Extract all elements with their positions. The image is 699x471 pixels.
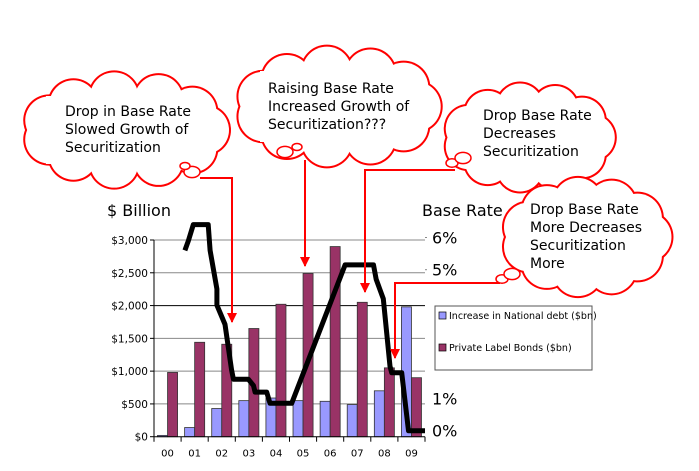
thought-cloud: Raising Base Rate Increased Growth of Secu… bbox=[236, 44, 443, 169]
y2-tick-label: 5% bbox=[432, 261, 457, 280]
bar-private-label bbox=[356, 301, 368, 438]
x-tick-label: 05 bbox=[297, 449, 310, 460]
axes: $0 $500 $1,000 $1,500 $2,000 $2,500 $3,000 6% 5%… bbox=[111, 229, 457, 460]
arrowhead-icon bbox=[227, 313, 237, 323]
annotation-text: Increased Growth of bbox=[268, 99, 410, 115]
annotation-text: Securitization bbox=[483, 144, 579, 160]
bar-national-debt bbox=[184, 427, 196, 438]
legend-swatch-national-debt bbox=[438, 311, 447, 320]
cloud-tail-bubble bbox=[503, 267, 521, 281]
annotation-text: More bbox=[530, 256, 565, 272]
x-tick-label: 01 bbox=[188, 449, 201, 460]
legend-label-private-label: Private Label Bonds ($bn) bbox=[449, 343, 572, 354]
bars bbox=[157, 246, 422, 438]
cloud-tail-bubble bbox=[276, 145, 294, 159]
annotation-text: More Decreases bbox=[530, 220, 642, 236]
annotation-text: Decreases bbox=[483, 126, 556, 142]
legend-label-national-debt: Increase in National debt ($bn) bbox=[449, 311, 597, 322]
base-rate-line bbox=[182, 222, 425, 434]
bar-private-label bbox=[194, 341, 206, 438]
x-tick-label: 06 bbox=[324, 449, 337, 460]
legend: Increase in National debt ($bn) Private … bbox=[434, 305, 597, 371]
annotation-text: Securitization bbox=[530, 238, 626, 254]
y2-axis-title: Base Rate bbox=[422, 201, 503, 220]
y2-tick-label: 6% bbox=[432, 229, 457, 248]
cloud-fill bbox=[46, 96, 205, 164]
bar-national-debt bbox=[211, 408, 223, 438]
bar-national-debt bbox=[319, 400, 331, 438]
y-tick-label: $1,500 bbox=[111, 333, 148, 345]
bar-national-debt bbox=[238, 400, 250, 438]
y-tick-label: $0 bbox=[135, 432, 148, 444]
annotation-text: Raising Base Rate bbox=[268, 81, 394, 97]
x-tick-label: 04 bbox=[270, 449, 283, 460]
cloud-fill bbox=[526, 202, 647, 272]
thought-cloud: Drop in Base Rate Slowed Growth of Securit… bbox=[23, 70, 231, 190]
annotation-text: Securitization bbox=[65, 140, 161, 156]
cloud-tail-bubble bbox=[291, 142, 303, 152]
annotation-arrow bbox=[364, 169, 455, 292]
arrowhead-icon bbox=[300, 257, 310, 267]
y-axis-title: $ Billion bbox=[107, 201, 171, 220]
y-tick-label: $2,000 bbox=[111, 301, 148, 313]
bar-private-label bbox=[383, 367, 395, 438]
thought-cloud: Drop Base Rate More Decreases Securitizati… bbox=[495, 175, 674, 299]
y-tick-label: $500 bbox=[121, 399, 148, 411]
annotation-text: Drop Base Rate bbox=[530, 202, 639, 218]
arrowhead-icon bbox=[390, 349, 400, 359]
thought-cloud: Drop Base Rate Decreases Securitization bbox=[443, 81, 617, 194]
bar-private-label bbox=[275, 303, 287, 438]
bar-national-debt bbox=[373, 390, 385, 438]
bar-private-label bbox=[411, 377, 422, 438]
y-tick-label: $2,500 bbox=[111, 268, 148, 280]
bar-national-debt bbox=[292, 400, 304, 438]
annotation-arrows bbox=[200, 160, 500, 359]
annotation-arrow bbox=[394, 282, 500, 358]
annotation-text: Slowed Growth of bbox=[65, 122, 189, 138]
bar-national-debt bbox=[346, 404, 358, 438]
arrowhead-icon bbox=[360, 283, 370, 293]
x-tick-label: 00 bbox=[161, 449, 174, 460]
y-tick-label: $3,000 bbox=[111, 235, 148, 247]
annotation-arrow bbox=[200, 177, 233, 322]
annotation-clouds: Drop in Base Rate Slowed Growth of Securit… bbox=[23, 44, 674, 299]
y2-tick-label: 1% bbox=[432, 390, 457, 409]
x-tick-label: 02 bbox=[215, 449, 228, 460]
x-tick-label: 09 bbox=[405, 449, 418, 460]
cloud-fill bbox=[466, 106, 592, 169]
base-rate-polyline bbox=[182, 222, 425, 434]
y2-tick-label: 0% bbox=[432, 422, 457, 441]
annotation-text: Securitization??? bbox=[268, 117, 386, 133]
cloud-fill bbox=[260, 71, 416, 142]
annotation-text: Drop in Base Rate bbox=[65, 104, 191, 120]
x-tick-label: 03 bbox=[242, 449, 255, 460]
cloud-tail-bubble bbox=[454, 151, 472, 165]
x-tick-label: 07 bbox=[351, 449, 364, 460]
bar-private-label bbox=[167, 372, 178, 438]
cloud-tail-bubble bbox=[179, 161, 191, 171]
legend-swatch-private-label bbox=[438, 343, 447, 352]
annotation-text: Drop Base Rate bbox=[483, 108, 592, 124]
y-tick-label: $1,000 bbox=[111, 366, 148, 378]
x-tick-label: 08 bbox=[378, 449, 391, 460]
